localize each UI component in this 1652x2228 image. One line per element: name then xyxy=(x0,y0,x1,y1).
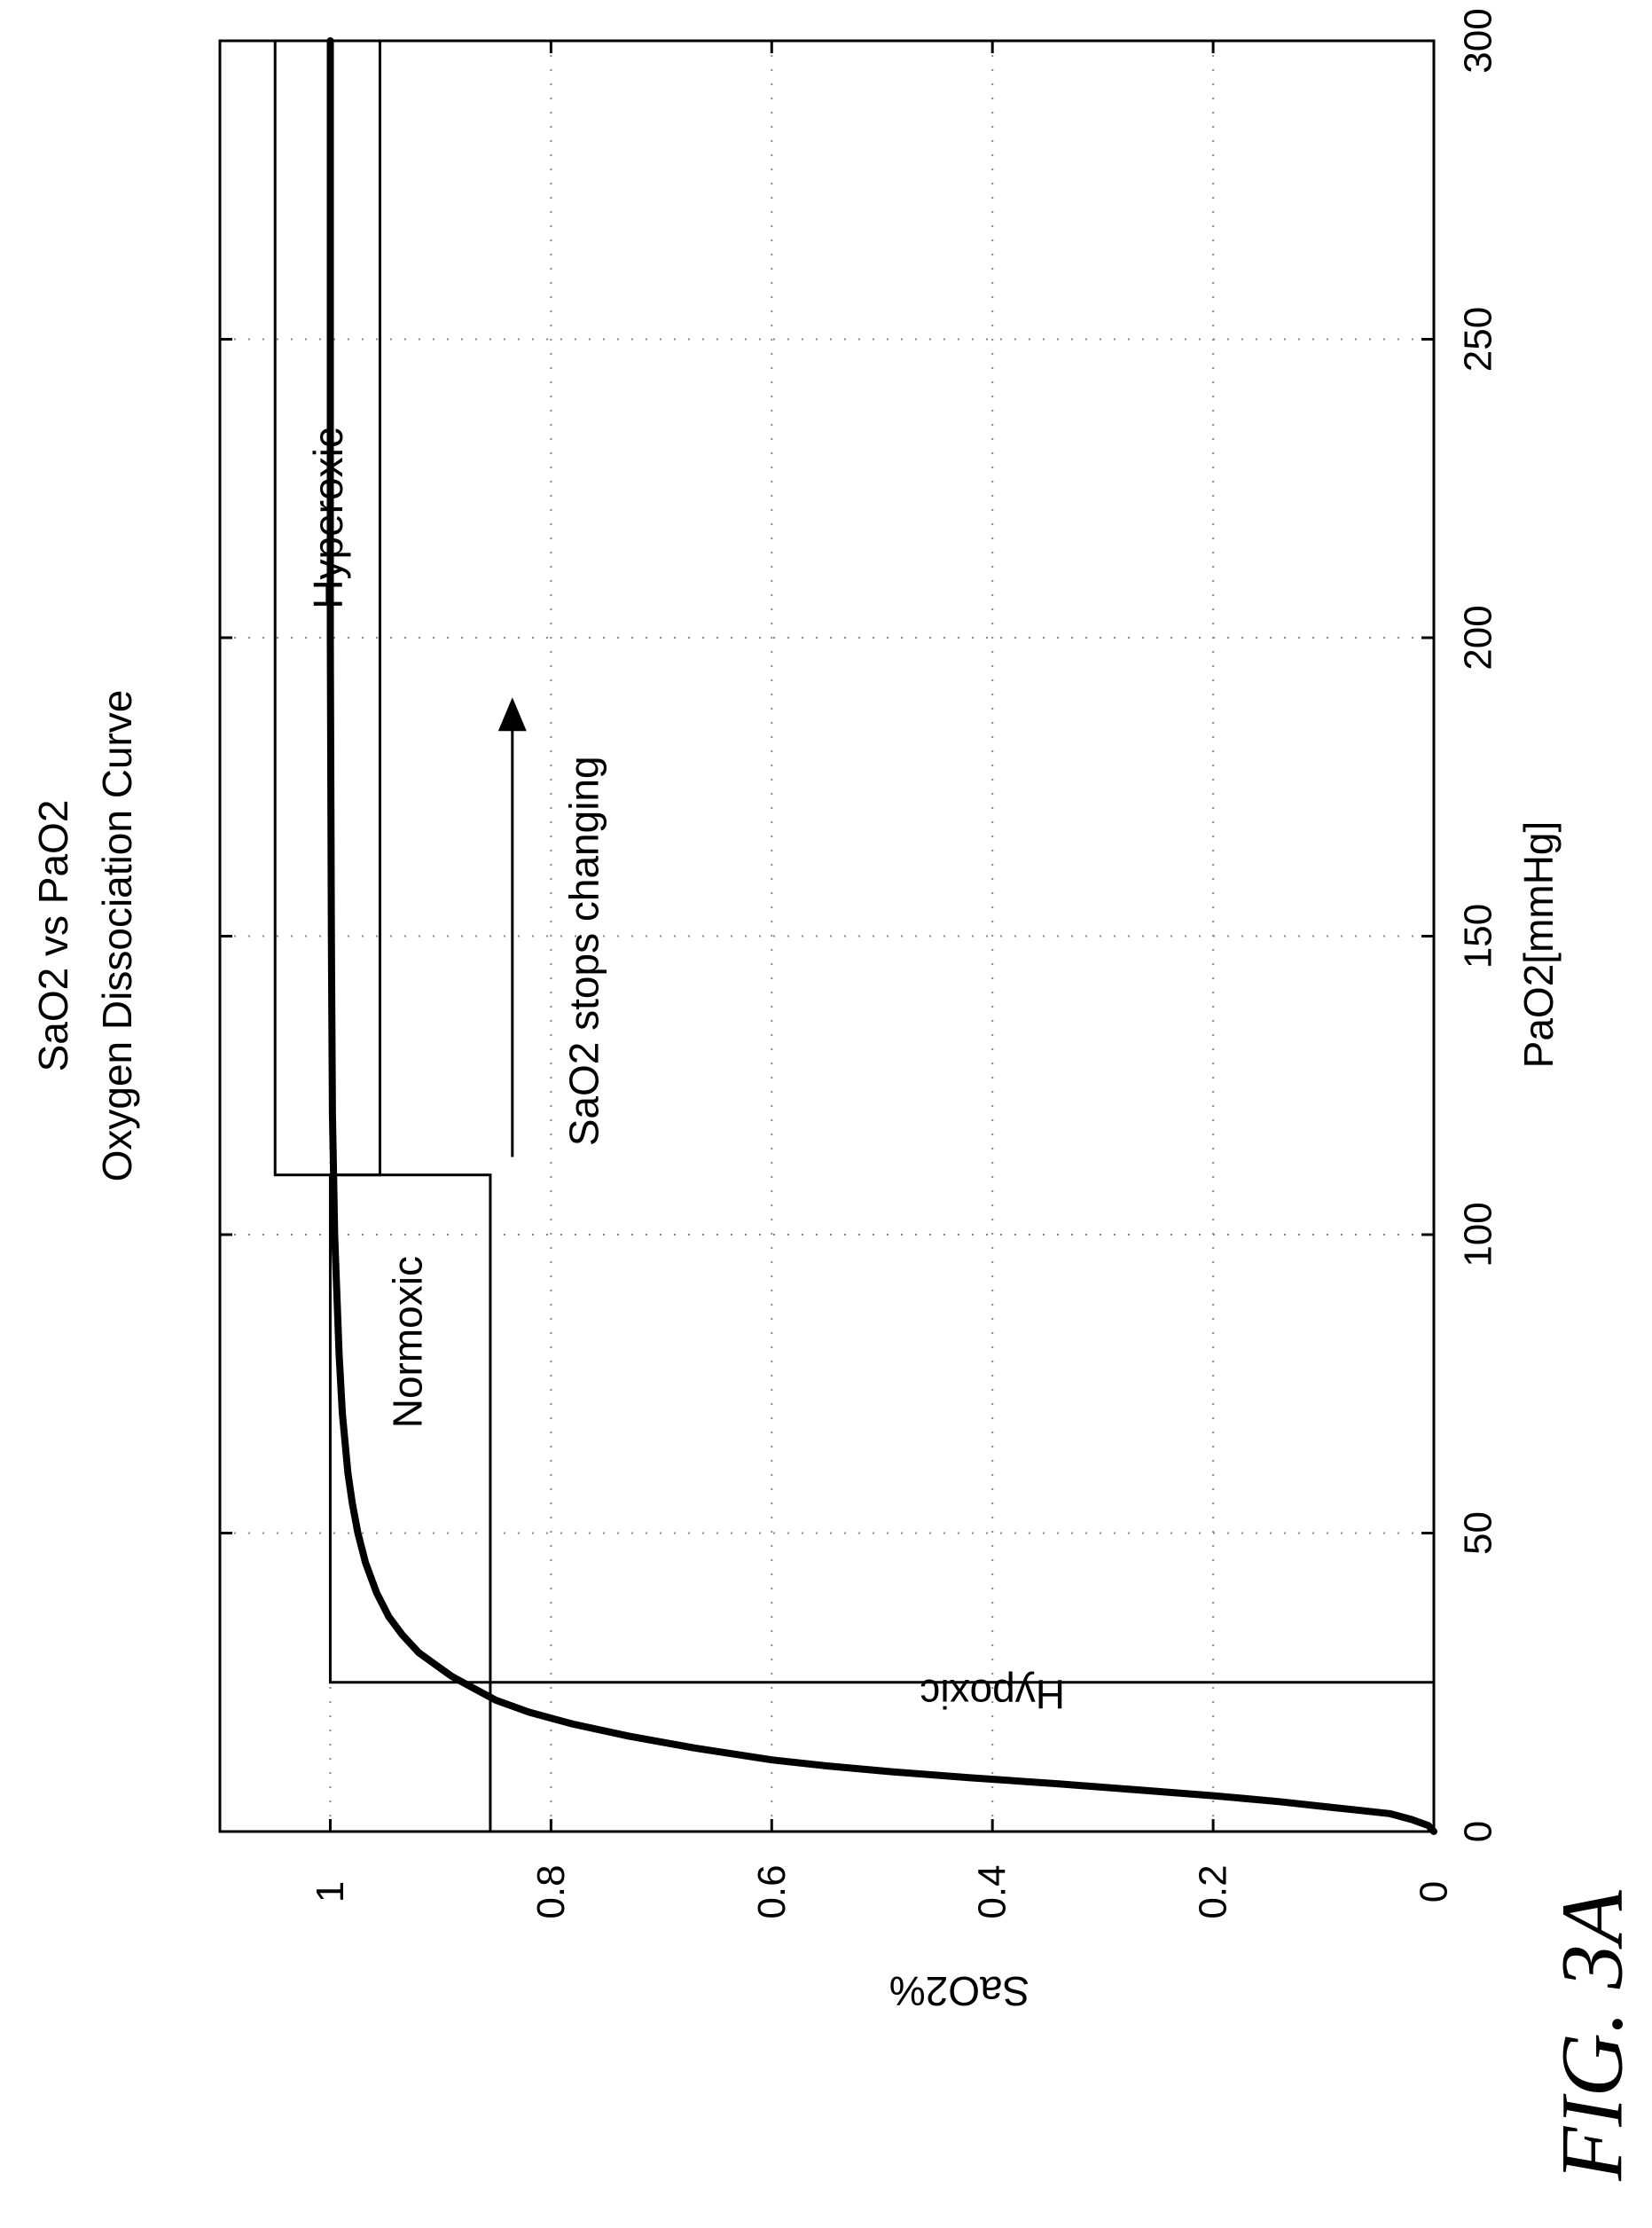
y-axis-label: SaO2% xyxy=(889,1968,1030,2014)
y-tick-label: 0.4 xyxy=(971,1864,1014,1918)
x-tick-label: 150 xyxy=(1457,904,1500,969)
x-tick-label: 0 xyxy=(1457,1821,1500,1842)
x-axis-label: PaO2[mmHg] xyxy=(1515,821,1562,1069)
y-tick-label: 0.8 xyxy=(529,1864,573,1918)
x-tick-label: 100 xyxy=(1457,1202,1500,1267)
y-tick-label: 1 xyxy=(309,1881,352,1902)
plot-frame xyxy=(218,39,1436,1833)
figure-label: FIG. 3A xyxy=(1543,1889,1641,2182)
region-label-hypoxic: Hypoxic xyxy=(920,1671,1065,1717)
y-tick-label: 0.6 xyxy=(750,1864,794,1918)
y-tick-label: 0 xyxy=(1413,1881,1456,1902)
titles: SaO2 vs PaO2 Oxygen Dissociation Curve P… xyxy=(30,690,1641,2182)
x-tick-label: 300 xyxy=(1457,8,1500,73)
tick-labels: 0 50 100 150 200 250 300 0 0.2 0.4 0.6 0.8 1 xyxy=(309,8,1500,1918)
region-normoxic xyxy=(328,1173,492,1684)
ticks xyxy=(220,39,1436,1833)
annotation-arrow-head xyxy=(497,697,527,732)
x-tick-label: 200 xyxy=(1457,605,1500,670)
chart-title: SaO2 vs PaO2 xyxy=(30,800,76,1072)
curve-line xyxy=(326,37,1437,1835)
chart-subtitle: Oxygen Dissociation Curve xyxy=(94,690,140,1182)
y-tick-label: 0.2 xyxy=(1192,1864,1235,1918)
x-tick-label: 50 xyxy=(1457,1511,1500,1555)
region-label-normoxic: Normoxic xyxy=(385,1256,431,1428)
annotation-text: SaO2 stops changing xyxy=(561,756,607,1146)
annotations: SaO2 stops changing xyxy=(497,697,607,1157)
grid xyxy=(220,41,1434,1832)
x-tick-label: 250 xyxy=(1457,307,1500,372)
dissociation-curve xyxy=(326,37,1437,1835)
